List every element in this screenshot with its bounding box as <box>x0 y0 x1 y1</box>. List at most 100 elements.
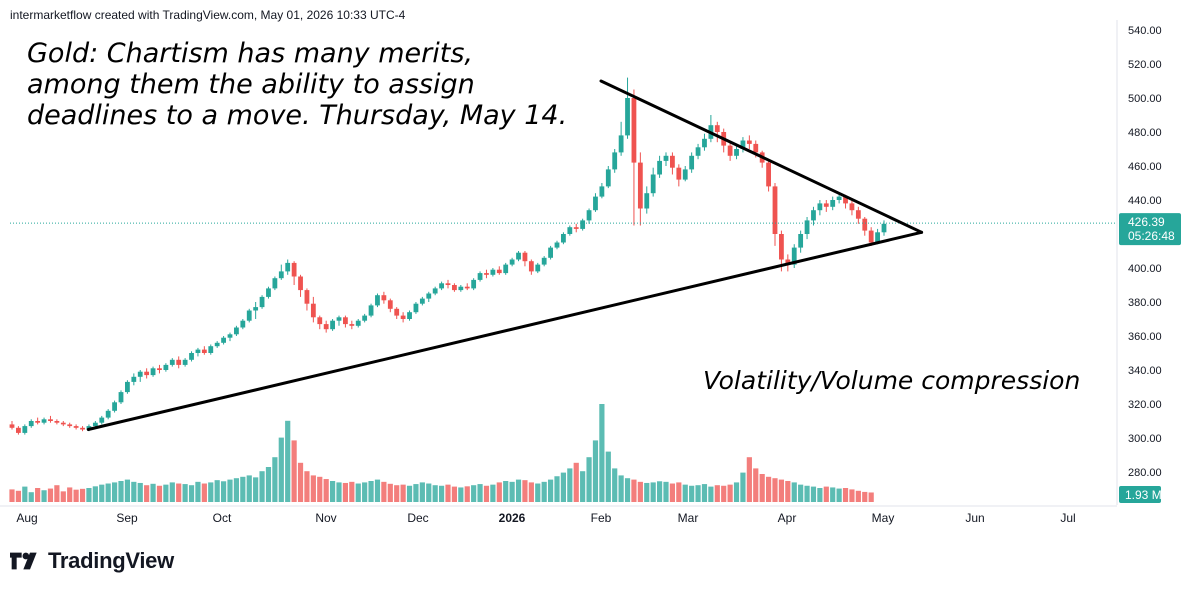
candle-body <box>516 252 521 260</box>
volume-bar <box>246 475 252 502</box>
volume-bar <box>214 480 220 502</box>
volume-bar <box>464 486 470 502</box>
candle-body <box>727 145 733 156</box>
tradingview-logo[interactable]: TradingView <box>10 548 174 574</box>
volume-bar <box>336 482 342 502</box>
candle-body <box>362 315 368 321</box>
y-tick-label: 300.00 <box>1128 433 1162 445</box>
candle-body <box>445 283 451 285</box>
candle-body <box>323 324 329 330</box>
volume-bar <box>791 482 797 502</box>
volume-bar <box>823 486 829 502</box>
volume-bar <box>278 437 284 502</box>
x-tick-label: May <box>872 511 895 525</box>
volume-bar <box>400 484 406 502</box>
volume-bar <box>394 485 400 502</box>
volume-bar <box>349 481 355 502</box>
candle-body <box>734 149 739 156</box>
candle-body <box>541 257 547 265</box>
volume-bar <box>285 420 291 502</box>
volume-bar <box>368 481 374 502</box>
volume-bar <box>483 485 490 502</box>
x-tick-label: Mar <box>678 511 699 525</box>
volume-bar <box>79 488 86 502</box>
candle-body <box>157 368 162 370</box>
y-tick-label: 400.00 <box>1128 263 1162 275</box>
candle-body <box>105 410 111 418</box>
volume-bar <box>477 484 483 502</box>
volume-bar <box>868 492 874 502</box>
candle-body <box>54 421 60 423</box>
candle-body <box>811 210 816 221</box>
candle-body <box>304 290 310 304</box>
candle-body <box>682 169 688 180</box>
volume-bar <box>22 486 28 502</box>
x-tick-label: Feb <box>591 511 612 525</box>
tradingview-logo-icon <box>10 552 37 570</box>
volume-bar <box>740 472 746 502</box>
x-tick-label: Jul <box>1060 511 1075 525</box>
candle-body <box>375 295 380 306</box>
volume-bar <box>240 476 246 502</box>
candle-body <box>22 426 28 433</box>
volume-bar <box>817 488 823 502</box>
candle-body <box>67 424 73 427</box>
volume-bar <box>124 479 131 502</box>
last-price-badge <box>1119 213 1181 246</box>
volume-bar <box>772 478 778 502</box>
annotation-headline-line: Gold: Chartism has many merits, <box>27 38 473 69</box>
volume-bar <box>849 489 855 502</box>
candle-body <box>605 169 611 187</box>
volume-bar <box>144 485 150 502</box>
volume-bar <box>682 484 688 502</box>
volume-bar <box>150 483 156 502</box>
candle-body <box>586 210 592 221</box>
candle-body <box>670 155 675 168</box>
volume-bar <box>605 451 611 502</box>
volume-bar <box>612 468 618 502</box>
volume-bar <box>547 479 554 502</box>
candle-body <box>253 307 259 311</box>
last-price-label: 426.39 <box>1128 215 1165 229</box>
candle-body <box>663 155 669 161</box>
x-tick-label: Nov <box>315 511 336 525</box>
y-tick-label: 280.00 <box>1128 467 1162 479</box>
volume-bar <box>746 457 752 502</box>
candle-body <box>189 353 194 360</box>
candle-body <box>490 269 496 275</box>
candle-body <box>387 300 393 309</box>
candle-body <box>830 200 836 207</box>
volume-bar <box>855 490 861 502</box>
volume-bar <box>496 482 502 502</box>
volume-bar <box>842 488 849 502</box>
candle-body <box>817 203 823 211</box>
candle-body <box>16 427 21 433</box>
volume-bar <box>291 440 297 502</box>
candle-body <box>195 349 201 353</box>
candle-body <box>791 247 797 265</box>
volume-bar <box>272 457 278 502</box>
candle-body <box>881 223 887 233</box>
candle-body <box>163 364 169 370</box>
candle-body <box>131 376 137 382</box>
y-tick-label: 500.00 <box>1128 93 1162 105</box>
volume-bar <box>355 483 361 502</box>
candle-body <box>458 286 464 291</box>
volume-bar <box>592 440 599 502</box>
x-tick-label: Jun <box>965 511 984 525</box>
volume-bar <box>727 484 733 502</box>
candle-body <box>657 160 662 175</box>
x-tick-label: Sep <box>116 511 138 525</box>
volume-bar <box>586 457 592 502</box>
volume-bar <box>381 481 387 502</box>
candle-body <box>875 232 880 243</box>
candle-body <box>432 288 438 294</box>
volume-bar <box>131 481 137 502</box>
candle-body <box>528 261 534 272</box>
volume-bar <box>778 479 785 502</box>
volume-bar <box>28 492 34 502</box>
candle-body <box>766 162 771 187</box>
volume-bar <box>759 474 765 502</box>
candle-body <box>169 359 175 365</box>
